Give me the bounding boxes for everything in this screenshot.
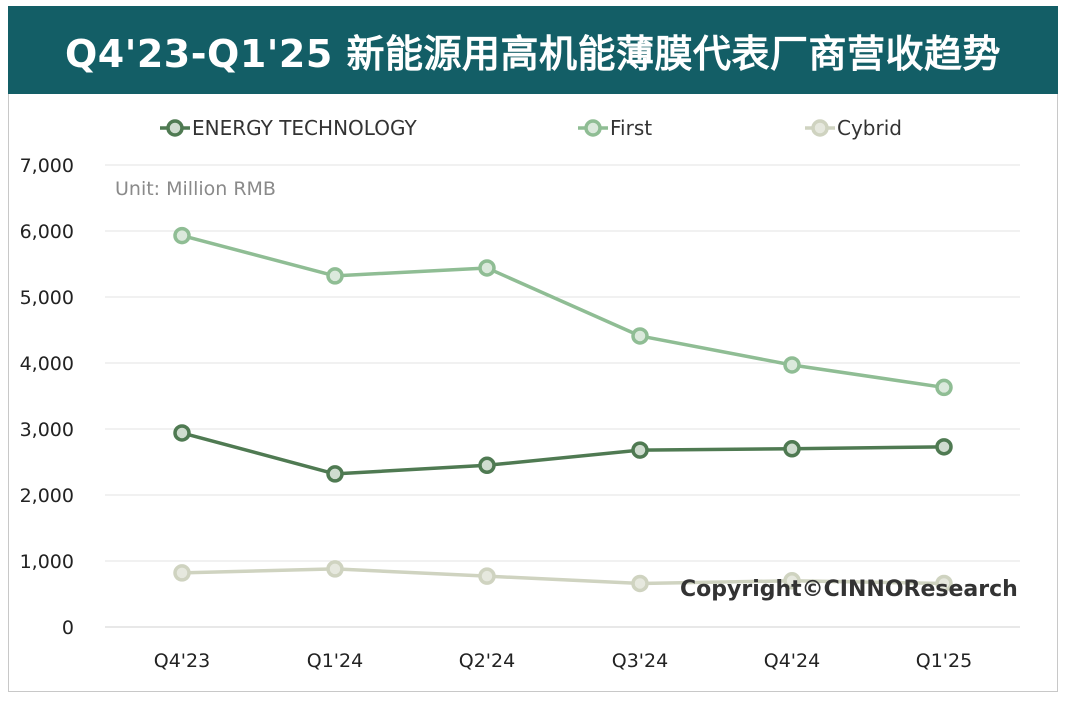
y-tick-label: 0 (62, 617, 74, 639)
chart-title: Q4'23-Q1'25 新能源用高机能薄膜代表厂商营收趋势 (64, 31, 1002, 76)
legend-marker (811, 119, 829, 137)
x-tick-label: Q2'24 (459, 650, 515, 672)
x-tick-label: Q1'25 (916, 650, 972, 672)
data-point (935, 438, 953, 456)
data-point (783, 440, 801, 458)
series-lines (173, 226, 953, 593)
data-point (935, 574, 953, 593)
series-1 (173, 226, 953, 397)
series-0 (173, 424, 953, 483)
x-axis: Q4'23 Q1'24 Q2'24 Q3'24 Q4'24 Q1'25 (154, 650, 972, 672)
data-point (173, 424, 191, 442)
x-tick-label: Q1'24 (307, 650, 363, 672)
series-line (181, 233, 945, 390)
data-point (631, 327, 649, 345)
legend-label: First (610, 116, 652, 140)
series-line (181, 567, 945, 586)
legend-item: ENERGY TECHNOLOGY (160, 116, 417, 140)
y-tick-label: 3,000 (20, 419, 74, 441)
unit-label: Unit: Million RMB (115, 178, 276, 200)
series-2 (173, 560, 953, 593)
y-axis: 0 1,000 2,000 3,000 4,000 5,000 6,000 7,000 (20, 155, 74, 639)
data-point (935, 378, 953, 397)
data-point (783, 356, 801, 374)
legend-marker (584, 119, 602, 137)
legend-label: ENERGY TECHNOLOGY (192, 116, 417, 140)
data-point (631, 441, 649, 459)
y-tick-label: 2,000 (20, 485, 74, 507)
legend-label: Cybrid (837, 116, 902, 140)
legend-item: First (578, 116, 652, 140)
x-tick-label: Q4'24 (764, 650, 820, 672)
gridlines (105, 164, 1020, 628)
y-tick-label: 5,000 (20, 287, 74, 309)
data-point (326, 465, 344, 483)
y-tick-label: 4,000 (20, 353, 74, 375)
legend-marker (166, 119, 184, 137)
data-point (326, 560, 344, 578)
copyright-watermark: Copyright©CINNOResearch (680, 577, 1018, 602)
data-point (478, 259, 496, 277)
x-tick-label: Q3'24 (612, 650, 668, 672)
data-point (783, 572, 801, 590)
y-tick-label: 1,000 (20, 551, 74, 573)
data-point (173, 226, 191, 245)
data-point (631, 574, 649, 593)
y-tick-label: 6,000 (20, 221, 74, 243)
data-point (478, 567, 496, 585)
y-tick-label: 7,000 (20, 155, 74, 177)
series-line (181, 431, 945, 476)
data-point (173, 564, 191, 582)
legend: ENERGY TECHNOLOGY First Cybrid (160, 116, 902, 140)
data-point (478, 456, 496, 475)
data-point (326, 267, 344, 285)
title-banner: Q4'23-Q1'25 新能源用高机能薄膜代表厂商营收趋势 (8, 6, 1058, 94)
x-tick-label: Q4'23 (154, 650, 210, 672)
legend-item: Cybrid (805, 116, 902, 140)
